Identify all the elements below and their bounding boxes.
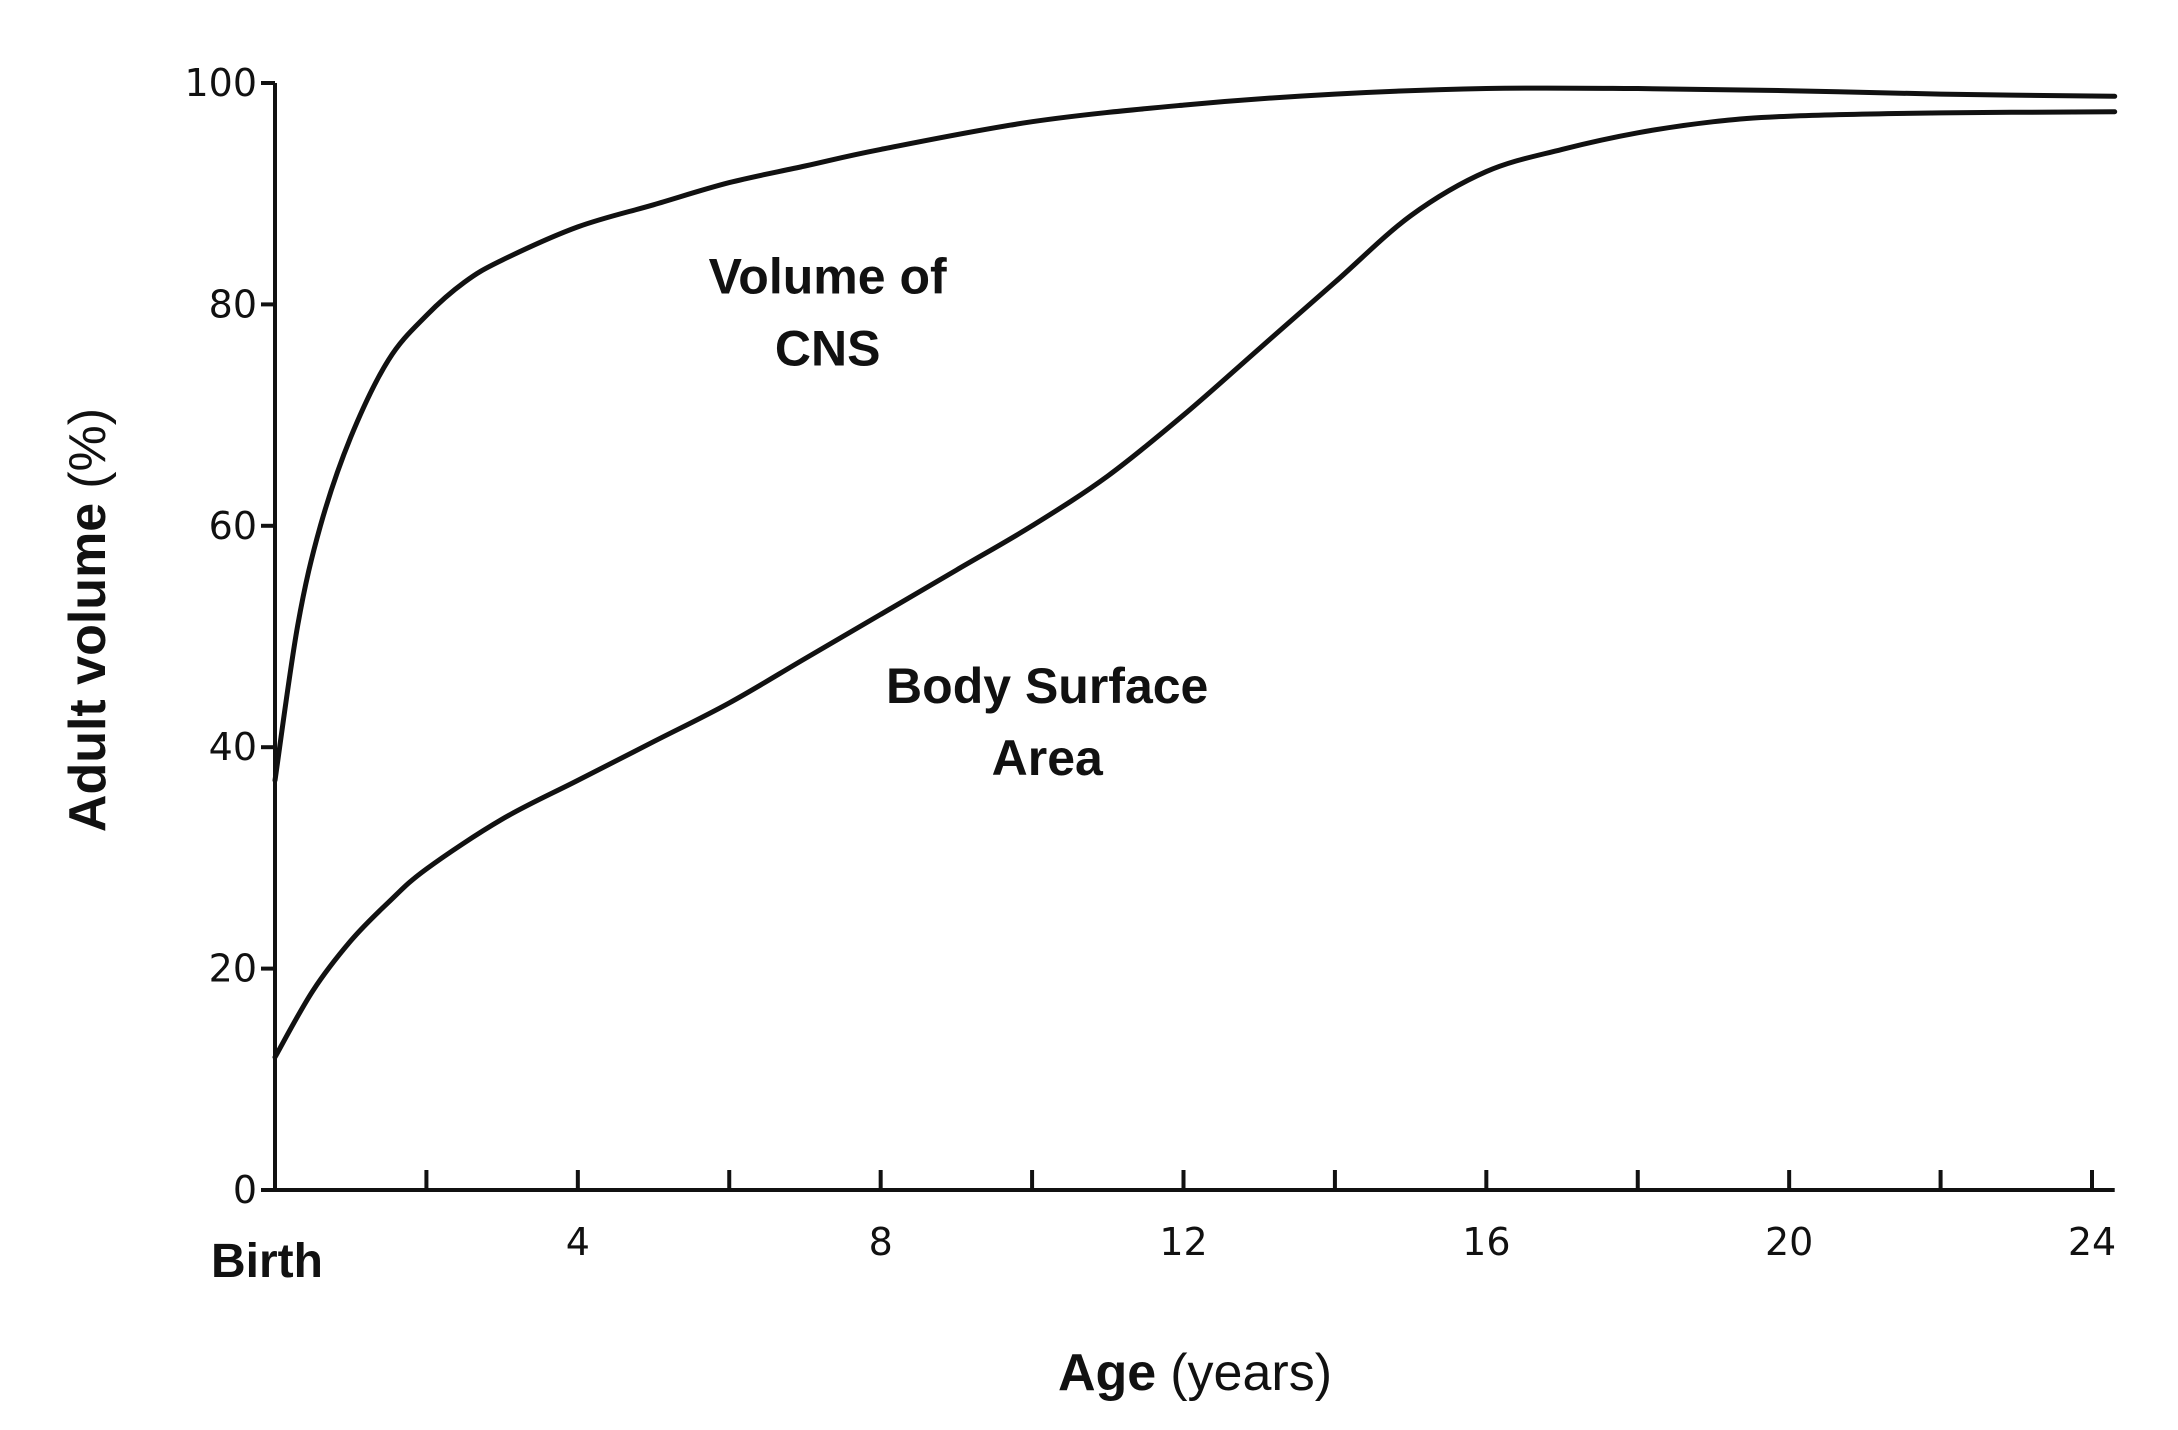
x-tick-label-birth: Birth (211, 1235, 323, 1288)
y-axis-title-bold: Adult volume (59, 503, 117, 832)
x-tick-label: 12 (1159, 1220, 1207, 1264)
x-axis-title: Age (years) (1058, 1344, 1332, 1402)
y-tick-label: 20 (209, 947, 257, 991)
x-tick-label: 20 (1765, 1220, 1813, 1264)
x-axis-title-bold: Age (1058, 1344, 1156, 1402)
y-tick-label: 0 (233, 1168, 257, 1212)
x-tick-label: 4 (566, 1220, 590, 1264)
x-tick-label: 8 (869, 1220, 893, 1264)
series-labels: Volume of CNS Body Surface Area (709, 248, 1209, 786)
y-tick-label: 40 (209, 725, 257, 769)
x-tick-label: 24 (2068, 1220, 2116, 1264)
series-line-volume-of-cns (272, 85, 2118, 783)
y-ticks: 0 20 40 60 80 100 (184, 61, 275, 1212)
series-line-body-surface-area (272, 109, 2118, 1060)
series-lines (272, 85, 2118, 1060)
series-label-volume-of-cns: Volume of (709, 248, 947, 304)
x-axis-title-unit: (years) (1170, 1344, 1332, 1402)
series-label-body-surface-area: Area (992, 730, 1104, 786)
axes (273, 83, 2115, 1192)
x-tick-label: 16 (1462, 1220, 1510, 1264)
series-label-body-surface-area: Body Surface (886, 658, 1208, 714)
series-label-volume-of-cns: CNS (775, 320, 881, 376)
y-axis-title-unit: (%) (59, 408, 117, 489)
x-ticks: Birth 4 8 12 16 20 24 (211, 1170, 2116, 1288)
y-axis-title: Adult volume (%) (59, 408, 117, 832)
y-tick-label: 100 (184, 61, 257, 105)
y-tick-label: 80 (209, 282, 257, 326)
y-tick-label: 60 (209, 504, 257, 548)
